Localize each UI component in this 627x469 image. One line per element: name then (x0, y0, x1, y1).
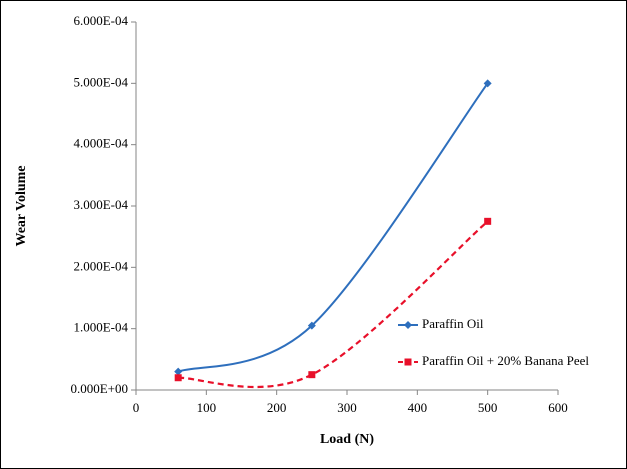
y-tick-label: 6.000E-04 (73, 13, 128, 28)
data-point (308, 371, 316, 379)
legend-marker (404, 321, 412, 329)
y-tick-label: 1.000E-04 (73, 320, 128, 335)
x-tick-label: 0 (133, 400, 140, 415)
data-point (174, 367, 183, 376)
y-tick-label: 0.000E+00 (70, 381, 128, 396)
data-point (307, 321, 316, 330)
y-tick-label: 5.000E-04 (73, 74, 128, 89)
y-tick-label: 2.000E-04 (73, 258, 128, 273)
x-tick-label: 100 (197, 400, 217, 415)
data-point (483, 79, 492, 88)
legend-label: Paraffin Oil + 20% Banana Peel (422, 353, 589, 368)
legend-marker (404, 358, 412, 366)
legend-label: Paraffin Oil (422, 316, 484, 331)
x-tick-label: 200 (267, 400, 287, 415)
series-line (177, 82, 489, 373)
series-line (178, 220, 489, 389)
data-point (174, 374, 182, 382)
data-point (484, 217, 492, 225)
y-axis-title: Wear Volume (14, 165, 29, 246)
x-tick-label: 600 (548, 400, 568, 415)
x-tick-label: 300 (337, 400, 357, 415)
y-tick-label: 3.000E-04 (73, 197, 128, 212)
x-axis-title: Load (N) (320, 432, 374, 447)
y-tick-label: 4.000E-04 (73, 136, 128, 151)
x-tick-label: 500 (478, 400, 498, 415)
x-tick-label: 400 (408, 400, 428, 415)
